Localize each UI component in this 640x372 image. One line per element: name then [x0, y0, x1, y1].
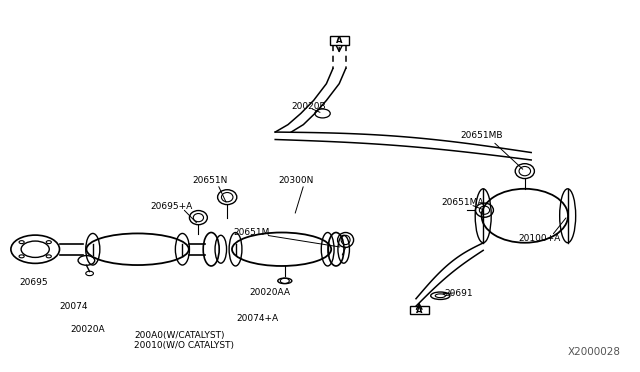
Text: 20695: 20695	[19, 278, 48, 287]
Text: 20651N: 20651N	[192, 176, 227, 185]
Text: 20020A: 20020A	[70, 325, 105, 334]
Text: 20074: 20074	[60, 302, 88, 311]
Text: 20074+A: 20074+A	[237, 314, 279, 323]
Text: 20651MA: 20651MA	[442, 198, 484, 207]
Text: 20695+A: 20695+A	[150, 202, 193, 211]
Text: 20300N: 20300N	[278, 176, 314, 185]
Text: 20691: 20691	[445, 289, 474, 298]
Text: A: A	[416, 306, 422, 315]
Text: 20020AA: 20020AA	[250, 288, 291, 296]
FancyBboxPatch shape	[410, 306, 429, 314]
Text: A: A	[336, 36, 342, 45]
Text: 20651M: 20651M	[234, 228, 270, 237]
Text: 200A0(W/CATALYST)
20010(W/O CATALYST): 200A0(W/CATALYST) 20010(W/O CATALYST)	[134, 331, 234, 350]
Text: 20020B: 20020B	[292, 102, 326, 110]
Text: 20651MB: 20651MB	[461, 131, 503, 140]
Text: X2000028: X2000028	[568, 347, 621, 357]
FancyBboxPatch shape	[330, 36, 349, 45]
Text: 20100+A: 20100+A	[518, 234, 561, 243]
